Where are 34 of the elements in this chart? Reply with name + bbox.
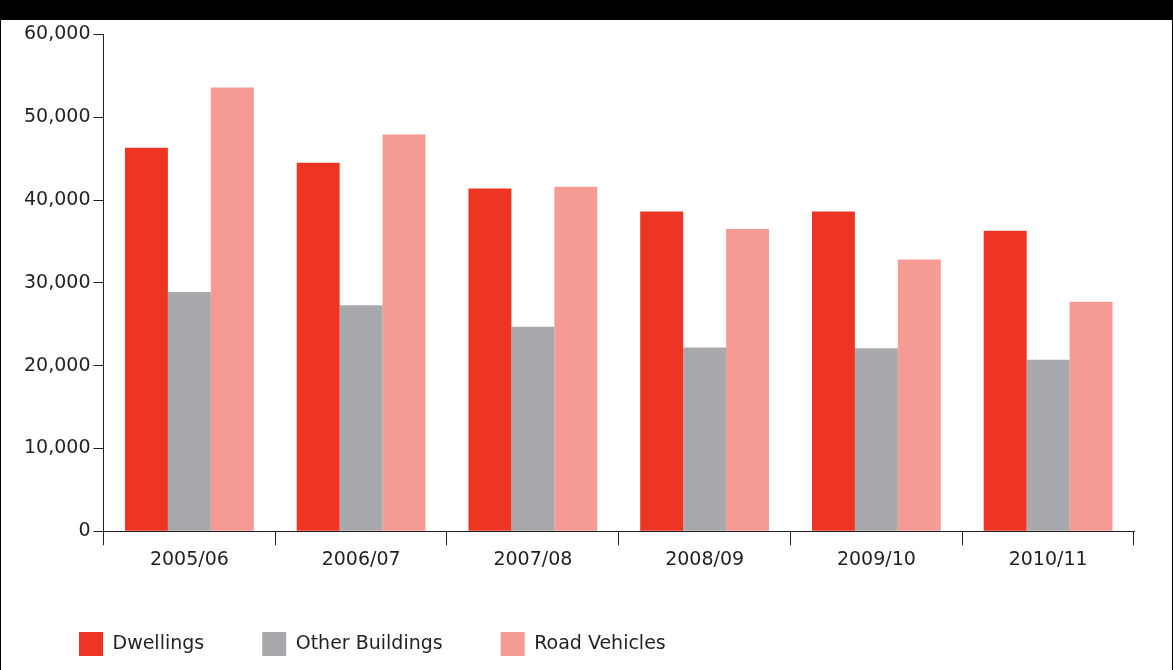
bar — [726, 228, 770, 531]
bar — [124, 147, 168, 531]
y-tick-label: 30,000 — [24, 269, 91, 292]
bar — [811, 211, 855, 531]
bar — [1069, 301, 1113, 531]
bar — [683, 347, 727, 531]
bar — [554, 186, 598, 531]
y-tick-label: 40,000 — [24, 186, 91, 209]
x-tick-label: 2010/11 — [1008, 546, 1088, 569]
bar — [640, 211, 684, 531]
bar — [468, 188, 512, 531]
bar — [983, 230, 1027, 531]
x-tick-label: 2008/09 — [665, 546, 745, 569]
bar — [897, 259, 941, 531]
x-tick-label: 2006/07 — [321, 546, 401, 569]
x-tick-label: 2009/10 — [836, 546, 916, 569]
bar — [339, 305, 383, 531]
bar — [167, 291, 211, 531]
y-tick-label: 0 — [78, 518, 91, 541]
legend-label: Road Vehicles — [534, 630, 666, 653]
y-tick-label: 60,000 — [24, 21, 91, 44]
bar — [1026, 359, 1070, 531]
bar — [210, 87, 254, 531]
bar — [511, 326, 555, 531]
y-tick-label: 50,000 — [24, 104, 91, 127]
y-tick-label: 10,000 — [24, 435, 91, 458]
legend-label: Dwellings — [112, 630, 205, 653]
bar — [382, 134, 426, 531]
x-tick-label: 2005/06 — [149, 546, 229, 569]
x-tick-label: 2007/08 — [493, 546, 573, 569]
legend-label: Other Buildings — [295, 630, 443, 653]
y-tick-label: 20,000 — [24, 352, 91, 375]
bar — [854, 348, 898, 531]
bar — [296, 162, 340, 531]
